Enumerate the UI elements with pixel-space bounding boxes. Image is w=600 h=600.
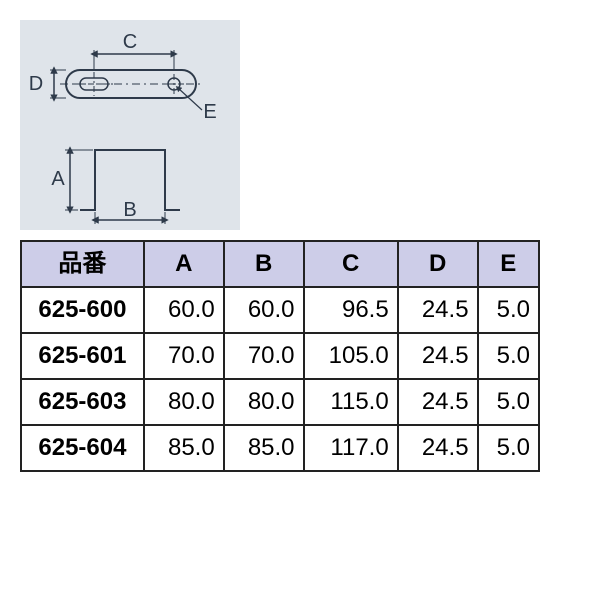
cell-b: 70.0 <box>224 333 304 379</box>
cell-d: 24.5 <box>398 287 478 333</box>
col-header-c: C <box>304 241 398 287</box>
cell-code: 625-603 <box>21 379 144 425</box>
cell-d: 24.5 <box>398 379 478 425</box>
table-row: 625-600 60.0 60.0 96.5 24.5 5.0 <box>21 287 539 333</box>
label-c: C <box>123 31 137 53</box>
cell-e: 5.0 <box>478 425 539 471</box>
cell-c: 96.5 <box>304 287 398 333</box>
col-header-b: B <box>224 241 304 287</box>
label-b: B <box>123 199 136 221</box>
cell-b: 85.0 <box>224 425 304 471</box>
cell-d: 24.5 <box>398 425 478 471</box>
label-d: D <box>29 73 43 95</box>
dimension-diagram: C D E A <box>20 20 240 230</box>
cell-code: 625-601 <box>21 333 144 379</box>
cell-c: 105.0 <box>304 333 398 379</box>
col-header-d: D <box>398 241 478 287</box>
col-header-code: 品番 <box>21 241 144 287</box>
label-a: A <box>51 168 65 190</box>
table-header-row: 品番 A B C D E <box>21 241 539 287</box>
diagram-svg: C D E A <box>20 20 240 230</box>
cell-a: 60.0 <box>144 287 224 333</box>
label-e: E <box>203 101 216 123</box>
cell-b: 60.0 <box>224 287 304 333</box>
cell-a: 80.0 <box>144 379 224 425</box>
cell-a: 70.0 <box>144 333 224 379</box>
cell-e: 5.0 <box>478 287 539 333</box>
table-row: 625-601 70.0 70.0 105.0 24.5 5.0 <box>21 333 539 379</box>
cell-e: 5.0 <box>478 379 539 425</box>
page: C D E A <box>0 0 600 600</box>
cell-b: 80.0 <box>224 379 304 425</box>
cell-a: 85.0 <box>144 425 224 471</box>
cell-e: 5.0 <box>478 333 539 379</box>
cell-c: 117.0 <box>304 425 398 471</box>
dimension-table: 品番 A B C D E 625-600 60.0 60.0 96.5 24.5… <box>20 240 540 472</box>
table-row: 625-604 85.0 85.0 117.0 24.5 5.0 <box>21 425 539 471</box>
cell-d: 24.5 <box>398 333 478 379</box>
cell-c: 115.0 <box>304 379 398 425</box>
cell-code: 625-604 <box>21 425 144 471</box>
col-header-a: A <box>144 241 224 287</box>
cell-code: 625-600 <box>21 287 144 333</box>
table-row: 625-603 80.0 80.0 115.0 24.5 5.0 <box>21 379 539 425</box>
table: 品番 A B C D E 625-600 60.0 60.0 96.5 24.5… <box>20 240 540 472</box>
col-header-e: E <box>478 241 539 287</box>
table-body: 625-600 60.0 60.0 96.5 24.5 5.0 625-601 … <box>21 287 539 471</box>
